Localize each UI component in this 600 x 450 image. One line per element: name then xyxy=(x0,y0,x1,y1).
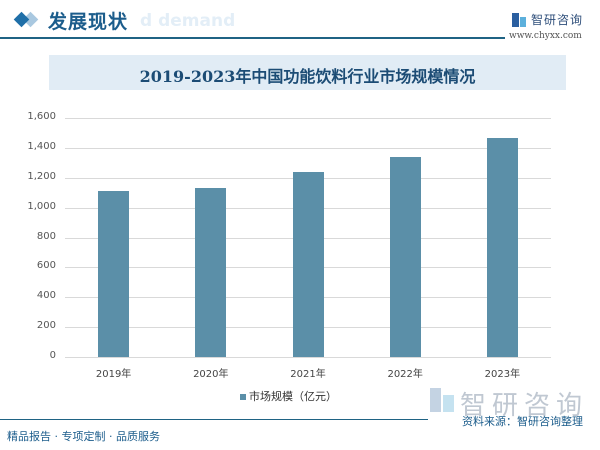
bar xyxy=(293,172,324,357)
chart-legend: 市场规模（亿元） xyxy=(240,388,337,404)
chart-title-bar: 2019-2023年中国功能饮料行业市场规模情况 xyxy=(49,55,566,90)
x-tick-label: 2021年 xyxy=(290,369,326,380)
y-tick-label: 1,600 xyxy=(27,111,56,122)
footer-divider xyxy=(0,419,428,420)
bar xyxy=(98,191,129,357)
diamond-icon xyxy=(13,11,44,28)
logo-url: www.chyxx.com xyxy=(509,31,582,41)
header-divider xyxy=(0,37,505,39)
footer-slogan: 精品报告 · 专项定制 · 品质服务 xyxy=(7,430,160,443)
source-note: 资料来源：智研咨询整理 xyxy=(462,415,583,428)
gridline xyxy=(65,118,551,119)
x-tick-label: 2019年 xyxy=(95,369,132,380)
y-tick-label: 600 xyxy=(36,260,56,272)
legend-label: 市场规模（亿元） xyxy=(249,390,337,403)
y-tick-label: 0 xyxy=(49,350,56,361)
gridline xyxy=(65,148,551,149)
bar xyxy=(487,138,518,357)
legend-swatch-icon xyxy=(240,394,246,400)
x-tick-label: 2020年 xyxy=(193,369,229,380)
x-tick-label: 2023年 xyxy=(484,369,521,380)
watermark-logo-icon xyxy=(430,388,454,412)
x-tick-label: 2022年 xyxy=(387,369,423,380)
logo-icon xyxy=(512,13,526,27)
y-tick-label: 200 xyxy=(36,320,56,332)
chart-title: 2019-2023年中国功能饮料行业市场规模情况 xyxy=(139,67,476,86)
y-tick-label: 800 xyxy=(36,230,56,242)
y-tick-label: 1,200 xyxy=(27,170,56,182)
bar xyxy=(390,157,421,357)
logo-name: 智研咨询 xyxy=(531,13,584,27)
gridline xyxy=(65,357,551,358)
watermark-text: 智研咨询 xyxy=(460,391,589,421)
y-tick-label: 1,400 xyxy=(27,140,56,152)
section-header: d demand 发展现状 智研咨询 www.chyxx.com xyxy=(0,0,600,41)
bar xyxy=(195,188,226,357)
bar-chart-plot xyxy=(65,118,551,358)
y-tick-label: 1,000 xyxy=(27,200,56,212)
ghost-text: d demand xyxy=(140,11,236,31)
section-title: 发展现状 xyxy=(48,11,129,33)
y-tick-label: 400 xyxy=(36,290,56,302)
